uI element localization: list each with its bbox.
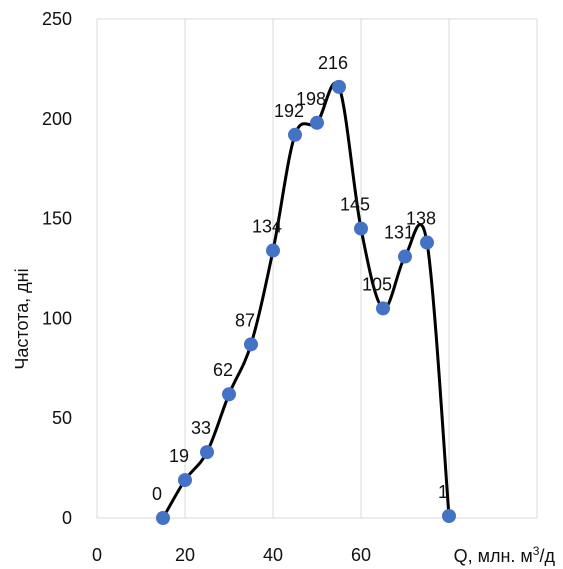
data-point-4 — [244, 337, 258, 352]
data-point-3 — [222, 387, 236, 402]
data-label-10: 105 — [362, 274, 392, 294]
data-label-12: 138 — [406, 209, 436, 229]
data-label-6: 192 — [274, 101, 304, 121]
y-tick-label-4: 200 — [42, 109, 72, 129]
data-label-7: 198 — [296, 89, 326, 109]
data-label-3: 62 — [213, 360, 233, 380]
data-point-5 — [266, 243, 280, 258]
y-tick-label-1: 50 — [52, 408, 72, 428]
data-label-13: 1 — [438, 482, 448, 502]
x-axis-title-superscript: 3 — [533, 544, 540, 558]
x-axis-title: Q, млн. м3/д — [454, 544, 556, 566]
data-label-11: 131 — [384, 223, 414, 243]
x-axis-title-main: Q, млн. м — [454, 546, 533, 566]
x-tick-label-0: 0 — [92, 545, 102, 565]
data-point-11 — [398, 249, 412, 264]
data-label-9: 145 — [340, 195, 370, 215]
data-point-7 — [310, 115, 324, 130]
points — [156, 79, 456, 525]
x-tick-label-1: 20 — [175, 545, 195, 565]
data-label-0: 0 — [152, 484, 162, 504]
data-point-12 — [420, 235, 434, 250]
data-label-4: 87 — [235, 310, 255, 330]
y-tick-label-2: 100 — [42, 308, 72, 328]
data-label-2: 33 — [191, 418, 211, 438]
y-tick-label-5: 250 — [42, 9, 72, 29]
y-tick-label-0: 0 — [62, 508, 72, 528]
x-tick-label-3: 60 — [351, 545, 371, 565]
y-tick-label-3: 150 — [42, 209, 72, 229]
y-axis-title: Частота, дні — [12, 268, 32, 369]
data-point-6 — [288, 127, 302, 142]
data-point-2 — [200, 445, 214, 460]
data-label-5: 134 — [252, 217, 282, 237]
data-point-0 — [156, 511, 170, 525]
data-point-8 — [332, 79, 346, 94]
y-tick-labels: 0 50 100 150 200 250 — [42, 9, 72, 528]
data-label-8: 216 — [318, 53, 348, 73]
x-axis-title-suffix: /д — [539, 546, 555, 566]
series-line — [161, 81, 451, 520]
curve-layer — [161, 81, 451, 520]
data-point-10 — [376, 301, 390, 316]
grid — [96, 18, 538, 519]
data-point-9 — [354, 221, 368, 236]
data-point-13 — [442, 509, 456, 524]
x-tick-labels: 0 20 40 60 — [92, 545, 371, 565]
x-tick-label-2: 40 — [263, 545, 283, 565]
data-label-1: 19 — [169, 446, 189, 466]
data-point-1 — [178, 473, 192, 488]
